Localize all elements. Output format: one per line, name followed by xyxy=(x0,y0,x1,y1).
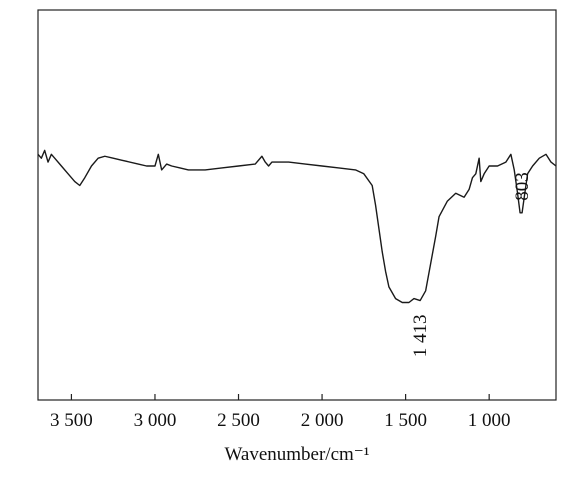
x-tick-label: 2 000 xyxy=(301,410,344,431)
plot-frame xyxy=(37,9,557,401)
x-tick-label: 3 000 xyxy=(134,410,177,431)
peak-annotation: 803 xyxy=(512,172,533,201)
x-tick-label: 3 500 xyxy=(50,410,93,431)
peak-annotation: 1 413 xyxy=(410,315,431,358)
x-tick-label: 1 000 xyxy=(468,410,511,431)
x-tick-label: 2 500 xyxy=(217,410,260,431)
spectrum-line xyxy=(37,149,557,304)
x-tick-label: 1 500 xyxy=(384,410,427,431)
x-axis-label: Wavenumber/cm⁻¹ xyxy=(224,444,369,465)
